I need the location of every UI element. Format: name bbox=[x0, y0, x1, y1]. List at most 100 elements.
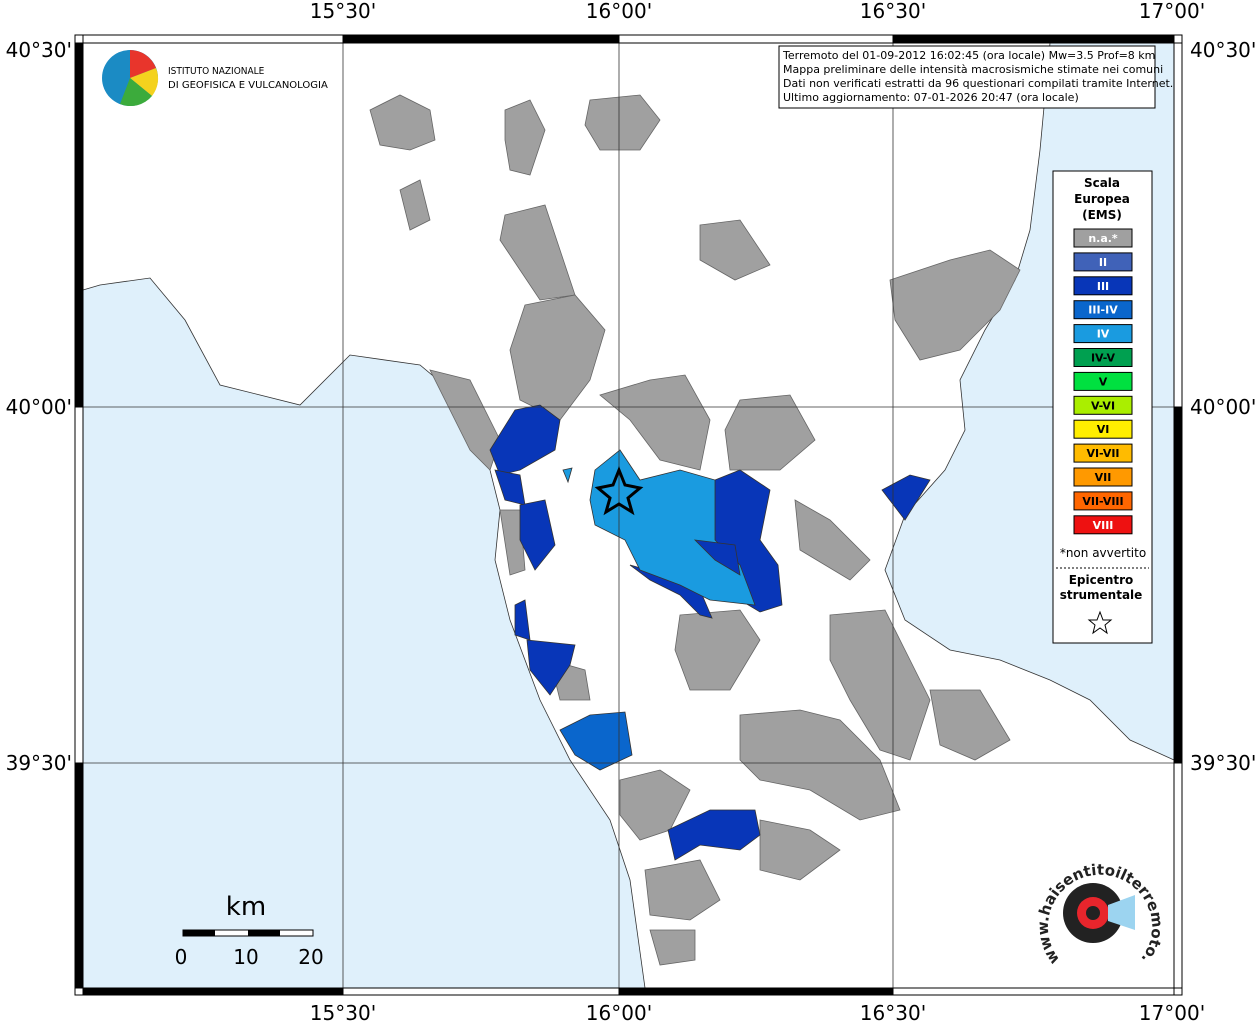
scale-bar-segment bbox=[248, 930, 280, 936]
legend-label: VII-VIII bbox=[1082, 495, 1123, 508]
legend-swatch bbox=[1073, 228, 1133, 248]
frame-segment bbox=[1173, 42, 1183, 408]
latitude-label: 40°00' bbox=[1190, 395, 1255, 419]
longitude-label: 15°30' bbox=[310, 0, 376, 23]
longitude-label: 17°00' bbox=[1139, 0, 1205, 23]
legend-label: V bbox=[1099, 375, 1108, 388]
legend-label: VI-VII bbox=[1086, 447, 1119, 460]
legend-label: VI bbox=[1097, 423, 1110, 436]
longitude-label: 16°30' bbox=[860, 1001, 926, 1024]
latitude-label: 40°00' bbox=[6, 395, 72, 419]
frame-segment bbox=[618, 34, 894, 44]
legend-label: IV-V bbox=[1091, 352, 1116, 365]
watermark-circle bbox=[1086, 906, 1100, 920]
info-line: Mappa preliminare delle intensità macros… bbox=[783, 63, 1163, 76]
legend-swatch bbox=[1073, 371, 1133, 391]
legend-note: *non avvertito bbox=[1060, 546, 1146, 560]
municipalities bbox=[369, 94, 1021, 966]
municipality bbox=[499, 509, 526, 576]
frame-segment bbox=[74, 406, 84, 764]
frame bbox=[74, 34, 1183, 996]
frame-segment bbox=[1173, 406, 1183, 764]
municipality bbox=[889, 249, 1021, 361]
municipality bbox=[559, 711, 633, 771]
legend-star bbox=[1087, 610, 1113, 635]
frame-segment bbox=[618, 987, 894, 996]
legend-epicenter: Epicentro bbox=[1069, 573, 1134, 587]
info-line: Terremoto del 01-09-2012 16:02:45 (ora l… bbox=[782, 49, 1155, 62]
scale-bar-segment bbox=[183, 930, 215, 936]
legend-label: IV bbox=[1097, 328, 1110, 341]
frame-segment bbox=[74, 762, 84, 989]
legend-label: VII bbox=[1095, 471, 1112, 484]
longitude-label: 16°00' bbox=[586, 0, 652, 23]
info-box bbox=[778, 45, 1156, 109]
legend-label: VIII bbox=[1093, 519, 1114, 532]
scale-unit: km bbox=[226, 892, 266, 922]
legend-title: Europea bbox=[1074, 192, 1130, 206]
municipality bbox=[369, 94, 436, 151]
legend-swatch bbox=[1073, 467, 1133, 487]
legend-swatch bbox=[1073, 348, 1133, 367]
legend-swatch bbox=[1073, 419, 1133, 439]
legend-label: n.a.* bbox=[1088, 232, 1118, 245]
legend-swatch bbox=[1073, 324, 1133, 344]
municipality bbox=[504, 99, 546, 176]
legend-title: Scala bbox=[1084, 176, 1120, 190]
municipality bbox=[599, 374, 711, 471]
logo bbox=[102, 50, 159, 107]
legend-swatch bbox=[1073, 491, 1133, 511]
legend-label: II bbox=[1099, 256, 1107, 269]
municipality bbox=[829, 609, 931, 761]
municipality bbox=[699, 219, 771, 281]
frame-segment bbox=[892, 34, 1175, 44]
municipality bbox=[649, 929, 696, 966]
grid bbox=[83, 43, 1174, 988]
epicenter-star bbox=[594, 465, 644, 516]
municipality bbox=[562, 467, 573, 484]
municipality bbox=[674, 609, 761, 691]
municipality bbox=[667, 809, 761, 861]
logo-text: ISTITUTO NAZIONALE bbox=[168, 66, 265, 77]
municipality bbox=[929, 689, 1011, 761]
scale-label: 0 bbox=[175, 945, 188, 969]
municipality bbox=[693, 539, 741, 576]
watermark-logo bbox=[1063, 883, 1135, 943]
latitude-label: 39°30' bbox=[1190, 751, 1255, 775]
frame-segment bbox=[82, 34, 344, 44]
frame-segment bbox=[74, 42, 84, 408]
logo-segment bbox=[120, 78, 152, 107]
municipality bbox=[794, 499, 871, 581]
latitude-label: 40°30' bbox=[6, 38, 72, 62]
info-line: Ultimo aggiornamento: 07-01-2026 20:47 (… bbox=[783, 91, 1079, 104]
longitude-label: 15°30' bbox=[310, 1001, 376, 1024]
municipality bbox=[509, 294, 606, 421]
legend-epicenter: strumentale bbox=[1060, 588, 1143, 602]
municipality bbox=[399, 179, 431, 231]
latitude-label: 40°30' bbox=[1190, 38, 1255, 62]
scale-bar bbox=[182, 929, 314, 937]
frame-segment bbox=[342, 987, 620, 996]
legend-title: (EMS) bbox=[1082, 208, 1122, 222]
watermark-speaker bbox=[1108, 895, 1135, 930]
municipality bbox=[739, 709, 901, 821]
municipality bbox=[589, 449, 756, 606]
legend-label: V-VI bbox=[1091, 399, 1115, 412]
legend-swatch bbox=[1073, 443, 1133, 463]
logo-segment bbox=[130, 68, 159, 96]
municipality bbox=[519, 499, 556, 571]
municipality bbox=[526, 639, 576, 696]
municipality bbox=[759, 819, 841, 881]
logo-segment bbox=[130, 50, 156, 78]
legend-swatch bbox=[1073, 300, 1133, 320]
legend-swatch bbox=[1073, 276, 1133, 296]
legend-swatch bbox=[1073, 395, 1133, 415]
scale-label: 10 bbox=[233, 945, 258, 969]
frame-segment bbox=[892, 987, 1175, 996]
legend-swatch bbox=[1073, 252, 1133, 272]
latitude-label: 39°30' bbox=[6, 751, 72, 775]
municipality bbox=[881, 474, 931, 521]
scale-label: 20 bbox=[298, 945, 323, 969]
info-line: Dati non verificati estratti da 96 quest… bbox=[783, 77, 1173, 90]
